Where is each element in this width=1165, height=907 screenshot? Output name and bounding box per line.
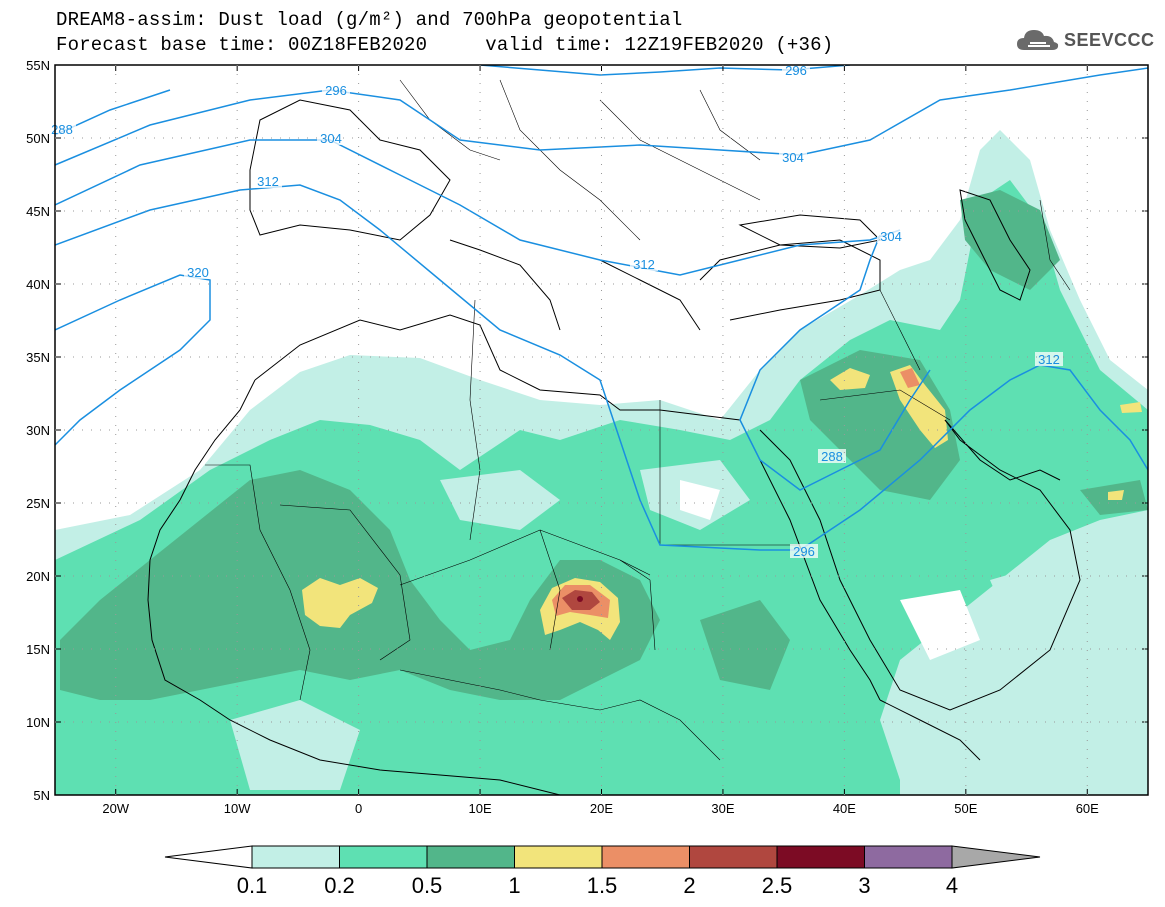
colorbar-swatch [426, 845, 515, 869]
map-title-line1: DREAM8-assim: Dust load (g/m²) and 700hP… [56, 9, 683, 31]
lat-tick-label: 50N [26, 131, 50, 146]
lon-tick-label: 20W [102, 801, 129, 816]
contour-label: 304 [782, 150, 804, 165]
colorbar-swatch [864, 845, 953, 869]
lat-tick-label: 20N [26, 569, 50, 584]
map-title-line2: Forecast base time: 00Z18FEB2020 valid t… [56, 34, 834, 56]
colorbar-label: 1 [508, 873, 520, 898]
lon-tick-label: 10W [224, 801, 251, 816]
contour-label-bg [630, 257, 658, 271]
colorbar-label: 3 [858, 873, 870, 898]
lon-tick-label: 20E [590, 801, 613, 816]
colorbar-swatch [514, 845, 603, 869]
contour-label-bg [322, 83, 350, 97]
lat-tick-label: 30N [26, 423, 50, 438]
contour-label: 312 [257, 174, 279, 189]
contour-label: 288 [821, 449, 843, 464]
lat-tick-label: 10N [26, 715, 50, 730]
contour-label-bg [254, 174, 282, 188]
contour-label-bg [779, 150, 807, 164]
dust-field [55, 130, 1148, 795]
colorbar-label: 4 [946, 873, 958, 898]
contour-label-bg [877, 229, 905, 243]
seevccc-logo: SEEVCCC [1016, 23, 1155, 57]
colorbar-label: 2.5 [762, 873, 793, 898]
lon-tick-label: 0 [355, 801, 362, 816]
colorbar-label: 1.5 [587, 873, 618, 898]
lon-tick-label: 50E [954, 801, 977, 816]
colorbar: 0.1 0.2 0.5 1 1.5 2 2.5 3 4 [164, 845, 1041, 898]
lat-tick-label: 55N [26, 58, 50, 73]
contour-label: 312 [633, 257, 655, 272]
contour-label-bg [1035, 352, 1063, 366]
lon-tick-label: 60E [1076, 801, 1099, 816]
contour-label-bg [782, 63, 810, 77]
contour-label: 296 [785, 63, 807, 78]
lat-tick-label: 45N [26, 204, 50, 219]
colorbar-swatch [689, 845, 778, 869]
contour-label: 296 [325, 83, 347, 98]
contour-label-group: 288 296 304 312 320 296 304 312 288 296 304 312 [48, 63, 1063, 559]
colorbar-label: 0.5 [412, 873, 443, 898]
contour-label-bg [790, 544, 818, 558]
contour-label: 304 [880, 229, 902, 244]
lon-tick-label: 40E [833, 801, 856, 816]
colorbar-label: 0.1 [237, 873, 268, 898]
colorbar-label: 0.2 [324, 873, 355, 898]
colorbar-swatch [339, 845, 428, 869]
lat-tick-label: 40N [26, 277, 50, 292]
lon-tick-label: 30E [711, 801, 734, 816]
colorbar-swatch [251, 845, 340, 869]
lat-tick-label: 5N [33, 788, 50, 803]
axis-ticks: 5N 10N 15N 20N 25N 30N 35N 40N 45N 50N 55N 20W 10W 0 1… [26, 58, 1148, 816]
colorbar-over-arrow [951, 845, 1041, 869]
lat-tick-label: 35N [26, 350, 50, 365]
contour-label: 312 [1038, 352, 1060, 367]
contour-label-bg [317, 131, 345, 145]
colorbar-label: 2 [683, 873, 695, 898]
contour-label: 304 [320, 131, 342, 146]
colorbar-under-arrow [164, 845, 253, 869]
cloud-icon [1017, 30, 1059, 50]
contour-label-bg [184, 265, 212, 279]
lat-tick-label: 15N [26, 642, 50, 657]
logo-text: SEEVCCC [1064, 29, 1155, 50]
lat-tick-label: 25N [26, 496, 50, 511]
lon-tick-label: 10E [468, 801, 491, 816]
colorbar-swatch [776, 845, 865, 869]
contour-label: 320 [187, 265, 209, 280]
contour-label: 288 [51, 122, 73, 137]
contour-label: 296 [793, 544, 815, 559]
colorbar-swatch [601, 845, 690, 869]
country-borders [205, 79, 1071, 761]
contour-label-bg [818, 449, 846, 463]
